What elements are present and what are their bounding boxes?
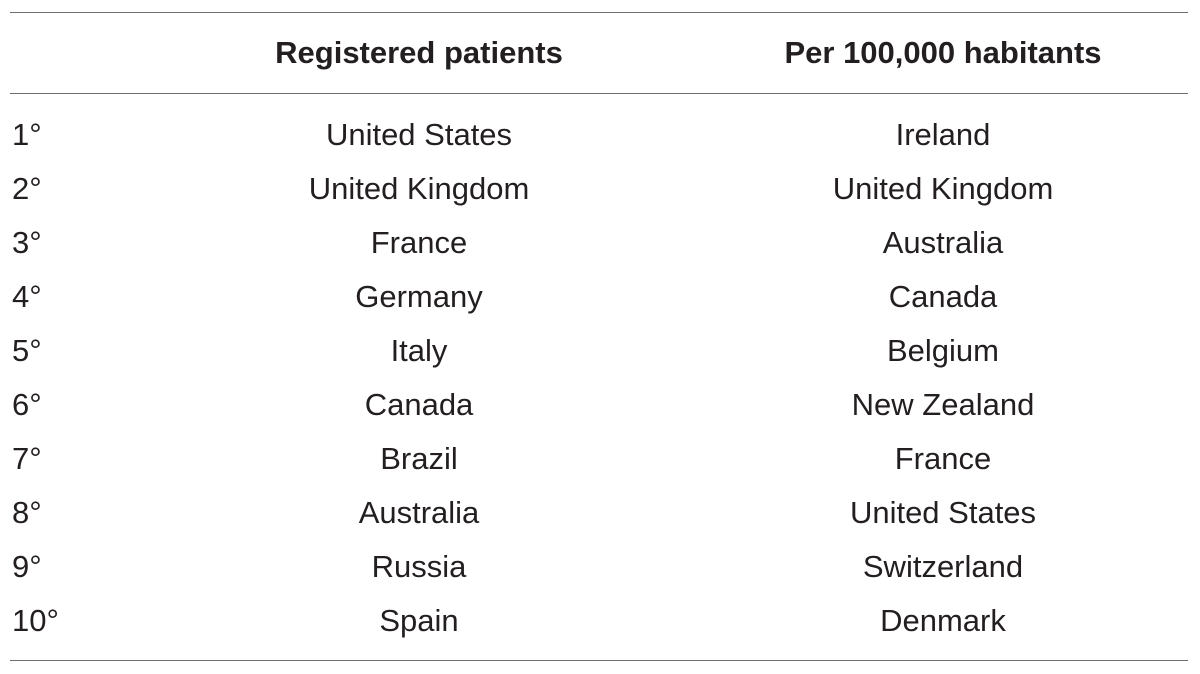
country-ranking-table: Registered patients Per 100,000 habitant…: [10, 12, 1188, 661]
table-row: 9° Russia Switzerland: [10, 540, 1188, 594]
table-row: 8° Australia United States: [10, 486, 1188, 540]
header-row: Registered patients Per 100,000 habitant…: [10, 12, 1188, 94]
rank-cell: 3°: [12, 225, 42, 260]
registered-patients-cell: United States: [325, 117, 513, 152]
registered-patients-cell: Italy: [390, 333, 448, 368]
rank-cell: 2°: [12, 171, 42, 206]
table-row: 5° Italy Belgium: [10, 324, 1188, 378]
per-100000-habitants-cell: France: [894, 441, 992, 476]
per-100000-habitants-cell: New Zealand: [851, 387, 1035, 422]
table-header: Registered patients Per 100,000 habitant…: [10, 12, 1188, 94]
table-row: 6° Canada New Zealand: [10, 378, 1188, 432]
registered-patients-cell: Germany: [355, 279, 483, 314]
registered-patients-cell: Canada: [364, 387, 474, 422]
rank-cell: 8°: [12, 495, 42, 530]
header-registered-patients: Registered patients: [275, 35, 563, 70]
rank-cell: 4°: [12, 279, 42, 314]
table-row: 7° Brazil France: [10, 432, 1188, 486]
table-row: 10° Spain Denmark: [10, 594, 1188, 648]
registered-patients-cell: France: [370, 225, 468, 260]
table-row: 2° United Kingdom United Kingdom: [10, 162, 1188, 216]
table-body: 1° United States Ireland 2° United Kingdom Un…: [10, 94, 1188, 661]
rank-cell: 9°: [12, 549, 42, 584]
rank-cell: 7°: [12, 441, 42, 476]
per-100000-habitants-cell: United Kingdom: [832, 171, 1054, 206]
per-100000-habitants-cell: Switzerland: [862, 549, 1024, 584]
header-per-100000-habitants: Per 100,000 habitants: [784, 35, 1102, 70]
table-row: 1° United States Ireland: [10, 108, 1188, 162]
header-rank: [10, 13, 160, 94]
table-spacer-top: [10, 94, 1188, 109]
per-100000-habitants-cell: Denmark: [880, 603, 1006, 638]
registered-patients-cell: United Kingdom: [308, 171, 530, 206]
registered-patients-cell: Spain: [379, 603, 459, 638]
registered-patients-cell: Brazil: [380, 441, 458, 476]
rank-cell: 6°: [12, 387, 42, 422]
per-100000-habitants-cell: Ireland: [895, 117, 991, 152]
rank-cell: 10°: [12, 603, 59, 638]
registered-patients-cell: Australia: [358, 495, 480, 530]
rank-cell: 1°: [12, 117, 42, 152]
per-100000-habitants-cell: United States: [849, 495, 1037, 530]
table-row: 3° France Australia: [10, 216, 1188, 270]
per-100000-habitants-cell: Canada: [888, 279, 998, 314]
table-bottom-rule: [10, 648, 1188, 661]
rank-cell: 5°: [12, 333, 42, 368]
registered-patients-cell: Russia: [371, 549, 467, 584]
per-100000-habitants-cell: Belgium: [887, 333, 999, 368]
per-100000-habitants-cell: Australia: [882, 225, 1004, 260]
table-row: 4° Germany Canada: [10, 270, 1188, 324]
